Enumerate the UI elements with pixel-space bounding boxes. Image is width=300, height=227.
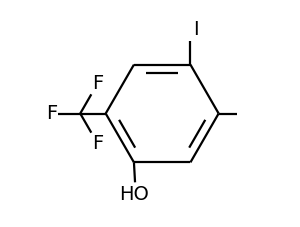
Text: HO: HO	[119, 185, 149, 204]
Text: F: F	[92, 134, 103, 153]
Text: I: I	[193, 20, 198, 39]
Text: F: F	[92, 74, 103, 93]
Text: F: F	[46, 104, 57, 123]
